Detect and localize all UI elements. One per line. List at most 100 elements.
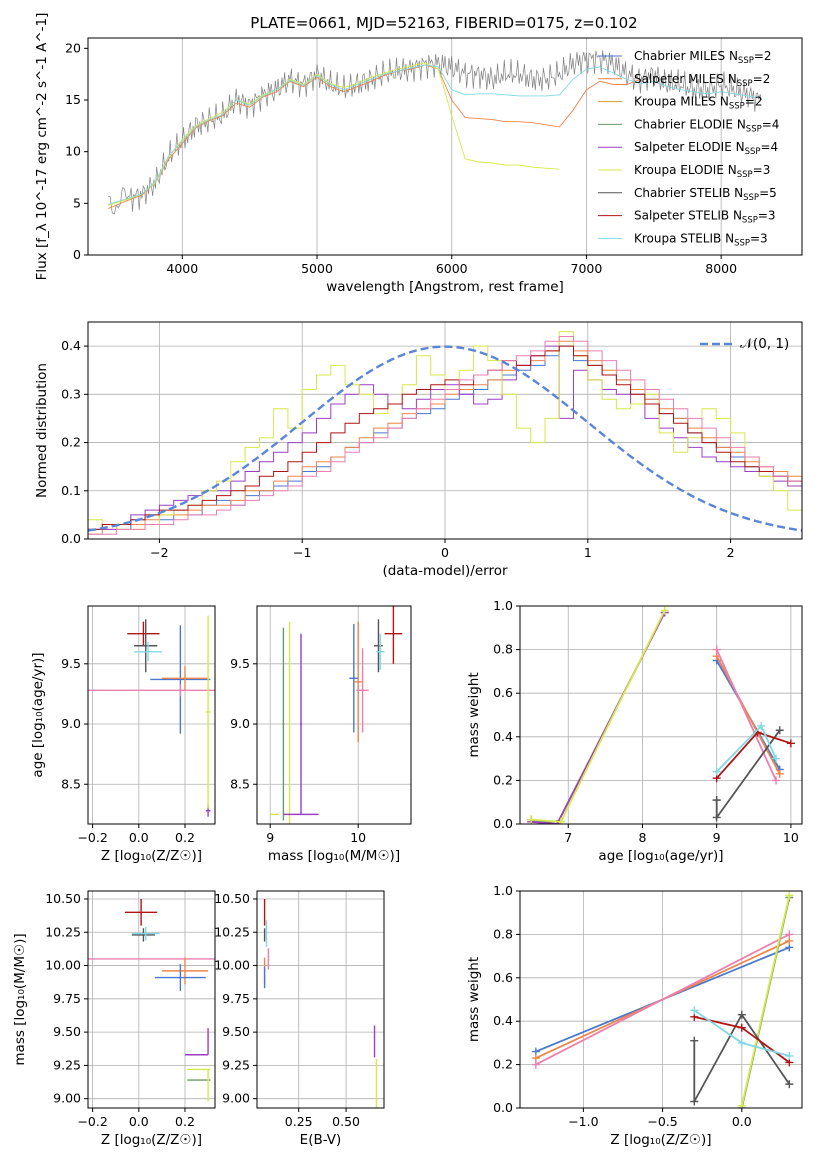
weight-point-marker [772, 754, 781, 763]
y-tick-label: 10.00 [45, 958, 81, 973]
panel-weight_vs_Z: −1.0 −0.5 0.0 0.0 0.2 0.4 0.6 0.8 1.0 Z [log₁₀(Z/… [466, 883, 803, 1148]
weight-point-marker [712, 813, 721, 822]
x-tick-label: 9 [713, 830, 721, 845]
errorbar-point [282, 627, 285, 821]
y-tick-label: 10.50 [45, 891, 81, 906]
legend-count: =3 [753, 163, 771, 177]
errorbar-point [356, 648, 369, 733]
y-tick-label: 5 [73, 195, 81, 210]
weight-point-marker [712, 645, 721, 654]
legend-subscript: SSP [737, 79, 753, 89]
errorbar-point [374, 619, 383, 673]
weight-point-marker [737, 1010, 746, 1019]
x-tick-label: 9 [266, 830, 274, 845]
y-tick-label: 10.25 [45, 924, 81, 939]
panel-residuals: −2 −1 0 1 2 0.0 0.1 0.2 0.3 0.4 (data-model)/error… [34, 321, 803, 579]
y-tick-label: 0.1 [61, 483, 81, 498]
errorbar-point [131, 926, 160, 941]
x-axis-label: mass [log₁₀(M/M☉)] [268, 848, 400, 864]
y-tick-label: 1.0 [493, 883, 513, 898]
weight-series-line [535, 933, 790, 1066]
errorbar-point [205, 615, 211, 809]
errorbar-point [288, 621, 291, 824]
y-tick-label: 0.2 [493, 1057, 513, 1072]
x-tick-label: 0.0 [129, 830, 149, 845]
y-tick-label: 9.75 [53, 991, 81, 1006]
y-tick-label: 0.6 [493, 685, 513, 700]
y-tick-label: 0 [73, 247, 81, 262]
grid-mass_vs_ebv [257, 891, 384, 1108]
weight-series-line [530, 612, 666, 824]
y-tick-label: 9.50 [53, 1024, 81, 1039]
axes-frame [87, 605, 216, 825]
x-tick-label: 0.0 [129, 1114, 149, 1129]
y-tick-label: 0.0 [61, 531, 81, 546]
x-axis-label: wavelength [Angstrom, rest frame] [326, 279, 564, 295]
axes-frame [519, 890, 803, 1109]
grid-mass_vs_Z [88, 891, 215, 1108]
plot-area-weight_vs_Z [531, 891, 794, 1108]
axes-frame [87, 37, 803, 256]
axes-frame [256, 890, 385, 1109]
histogram-step-line [88, 345, 802, 530]
legend-subscript: SSP [738, 56, 754, 66]
legend-subscript: SSP [737, 170, 753, 180]
y-tick-label: 20 [65, 40, 81, 55]
y-axis-label: mass weight [466, 672, 482, 757]
grid-residuals [88, 322, 802, 540]
errorbar-point [161, 666, 209, 691]
y-tick-label: 9.50 [222, 1024, 250, 1039]
weight-series-line [740, 895, 791, 1106]
weight-point-marker [660, 606, 669, 615]
x-tick-label: 0.25 [285, 1114, 313, 1129]
weight-point-marker [772, 776, 781, 785]
y-tick-label: 0.4 [493, 1013, 513, 1028]
legend-count: =5 [759, 186, 777, 200]
x-tick-label: 0.0 [732, 1114, 752, 1129]
y-tick-label: 9.5 [61, 656, 81, 671]
spectrum-series-line [108, 62, 560, 206]
weight-point-marker [690, 1097, 699, 1106]
legend-entry-label: Chabrier MILES NSSP=2 [634, 49, 772, 66]
y-tick-label: 9.75 [222, 991, 250, 1006]
x-axis-label: E(B-V) [300, 1132, 342, 1148]
y-tick-label: 9.0 [230, 716, 250, 731]
y-tick-label: 0.2 [493, 772, 513, 787]
y-tick-label: 0.8 [493, 642, 513, 657]
errorbar-point [161, 957, 209, 985]
grid-weight_vs_age [520, 605, 802, 825]
legend-normal-label: 𝒩(0, 1) [740, 336, 789, 352]
x-tick-label: 8 [638, 830, 646, 845]
x-tick-label: −0.2 [77, 1114, 107, 1129]
plot-area-spectrum [108, 50, 762, 215]
errorbar-point [384, 606, 403, 664]
panel-age_vs_Z: −0.2 0.0 0.2 8.5 9.0 9.5 Z [log₁₀(Z/Z☉)] age [l… [30, 605, 216, 864]
x-tick-label: −1 [293, 545, 311, 560]
x-tick-label: 7000 [571, 261, 603, 276]
axes-frame [256, 605, 412, 825]
legend-entry-label: Kroupa MILES NSSP=2 [634, 95, 762, 112]
x-tick-label: 0.2 [175, 830, 195, 845]
legend-subscript: SSP [743, 193, 759, 203]
errorbar-point [131, 928, 155, 942]
histogram-step-line [88, 336, 802, 535]
legend-entry-label: Salpeter STELIB NSSP=3 [634, 209, 776, 226]
legend-entry-label: Kroupa ELODIE NSSP=3 [634, 163, 770, 180]
x-tick-label: 4000 [166, 261, 198, 276]
weight-point-marker [712, 767, 721, 776]
y-axis-label: age [log₁₀(age/yr)] [30, 652, 46, 777]
weight-point-marker [556, 817, 565, 824]
y-tick-label: 9.00 [222, 1091, 250, 1106]
weight-series-line [531, 612, 666, 824]
weight-point-marker [786, 739, 795, 748]
x-tick-label: 2 [727, 545, 735, 560]
axes-frame [87, 890, 216, 1109]
y-tick-label: 9.0 [61, 716, 81, 731]
spectrum-series-line [108, 64, 641, 209]
weight-series-line [715, 649, 777, 781]
legend-subscript: SSP [729, 102, 745, 112]
y-tick-label: 0.4 [493, 729, 513, 744]
panel-spectrum: 4000 5000 6000 7000 8000 0 5 10 15 20 wavelength [… [34, 13, 803, 295]
x-tick-label: 0.50 [332, 1114, 360, 1129]
